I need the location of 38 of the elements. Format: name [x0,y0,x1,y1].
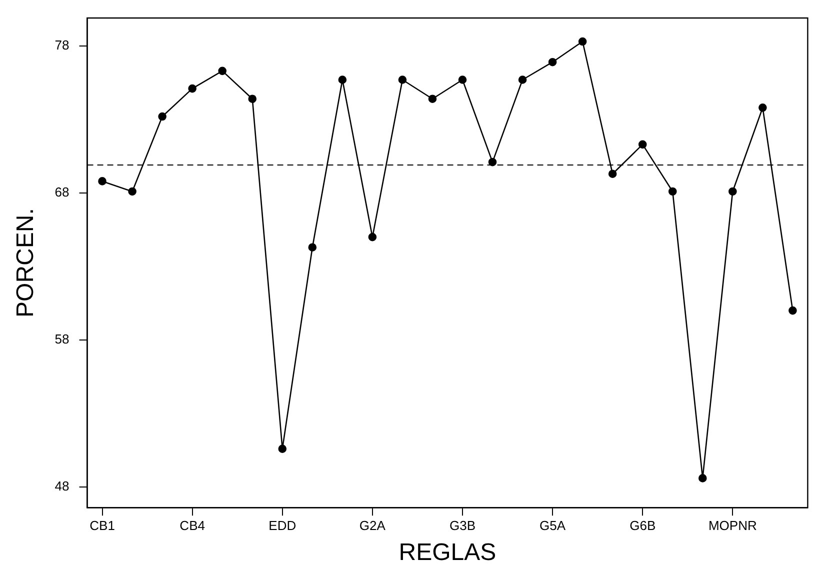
point [128,187,136,196]
y-tick-label: 78 [54,38,70,53]
point [728,187,737,196]
point [98,177,106,186]
point [188,84,196,93]
y-axis-title: PORCEN. [12,208,40,318]
point [548,58,557,66]
y-tick-label: 58 [54,332,70,347]
x-tick-label: G6B [630,518,656,533]
x-tick-label: EDD [268,518,296,533]
point [218,66,226,76]
point [608,170,617,178]
point [458,76,467,84]
x-axis-title: REGLAS [398,539,496,566]
point [668,187,677,196]
x-tick-label: G3B [449,518,476,533]
point [278,444,287,453]
point [638,140,647,149]
point [308,243,317,252]
point [398,76,407,84]
x-tick-label: G5A [540,518,566,533]
point [518,76,527,84]
point [698,474,707,482]
x-tick-label: CB4 [180,518,205,533]
y-tick-label: 68 [54,184,70,200]
point [248,94,257,104]
point [368,232,377,242]
x-tick-label: G2A [359,518,386,533]
point [758,104,767,112]
x-tick-label: CB1 [90,518,115,533]
point [158,112,166,121]
point [488,158,497,166]
x-tick-label: MOPNR [708,518,757,533]
point [578,37,587,46]
y-tick-label: 48 [54,478,70,494]
point [788,306,797,315]
point [338,76,347,84]
point [428,94,437,104]
